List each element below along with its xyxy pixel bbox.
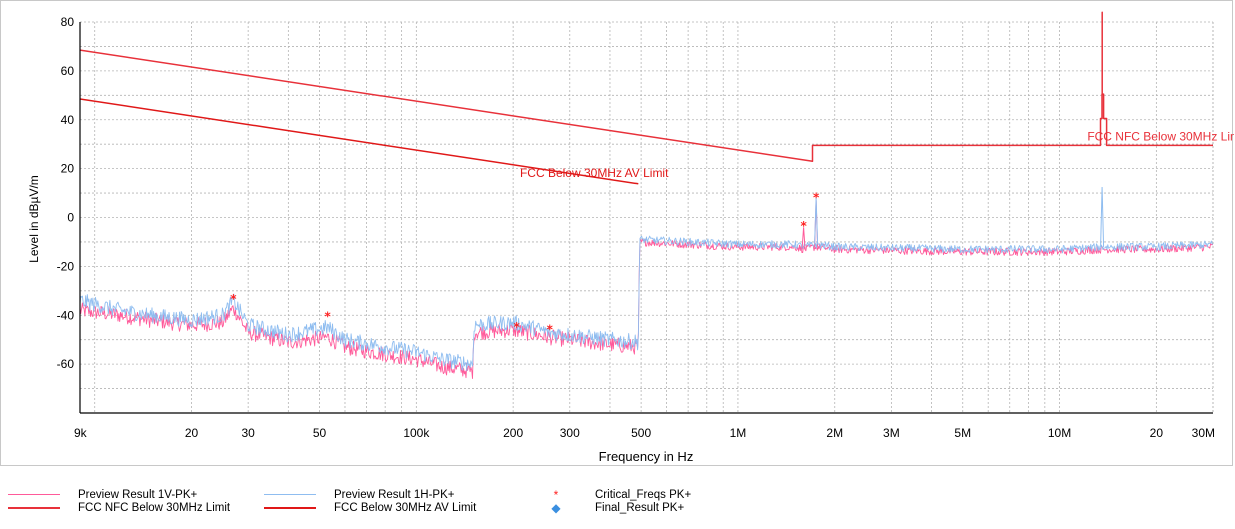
y-tick-label: 80 bbox=[61, 15, 75, 29]
legend-label-preview-1v: Preview Result 1V-PK+ bbox=[78, 489, 198, 501]
limit-annotation: FCC Below 30MHz AV Limit bbox=[520, 166, 669, 180]
series-spike bbox=[801, 227, 806, 250]
critical-freq-marker: * bbox=[813, 191, 820, 205]
legend-swatch-fcc-nfc-limit bbox=[8, 507, 60, 509]
legend-label-preview-1h: Preview Result 1H-PK+ bbox=[334, 489, 455, 501]
x-tick-label: 20 bbox=[185, 426, 199, 440]
y-tick-label: -40 bbox=[57, 308, 75, 322]
limit-annotation: FCC NFC Below 30MHz Limit bbox=[1087, 130, 1234, 144]
critical-freq-marker: * bbox=[547, 323, 554, 337]
x-tick-label: 300 bbox=[560, 426, 580, 440]
series-line-0 bbox=[80, 238, 1213, 380]
grid-layer bbox=[79, 21, 1214, 414]
y-tick-label: 20 bbox=[61, 162, 75, 176]
legend-swatch-preview-1h bbox=[264, 494, 316, 495]
critical-freq-marker: * bbox=[800, 219, 807, 233]
series-line-3 bbox=[80, 98, 639, 185]
x-axis-title: Frequency in Hz bbox=[599, 449, 694, 464]
plot-layer: * * * * * * bbox=[80, 11, 1213, 380]
y-tick-label: -60 bbox=[57, 357, 75, 371]
x-tick-label: 100k bbox=[403, 426, 430, 440]
y-tick-label: 0 bbox=[67, 211, 74, 225]
chart-frame: * * * * * * 80 60 40 20 0 -20 -40 -60 9k 20 30 50 100k 200… bbox=[0, 0, 1234, 466]
x-tick-label: 30M bbox=[1192, 426, 1215, 440]
diamond-marker-icon: ◆ bbox=[551, 501, 561, 515]
x-tick-label: 500 bbox=[631, 426, 651, 440]
x-tick-label: 20 bbox=[1150, 426, 1164, 440]
series-line-2 bbox=[80, 11, 1213, 163]
x-tick-label: 10M bbox=[1048, 426, 1071, 440]
y-tick-label: 60 bbox=[61, 64, 75, 78]
legend-swatch-fcc-av-limit bbox=[264, 507, 316, 509]
y-axis-title: Level in dBµV/m bbox=[27, 175, 41, 263]
legend-label-fcc-av-limit: FCC Below 30MHz AV Limit bbox=[334, 502, 477, 514]
x-tick-label: 50 bbox=[313, 426, 327, 440]
y-tick-label: 40 bbox=[61, 113, 75, 127]
legend-label-final-result: Final_Result PK+ bbox=[595, 502, 685, 514]
x-tick-label: 5M bbox=[954, 426, 971, 440]
critical-freq-marker: * bbox=[325, 309, 332, 323]
series-line-1 bbox=[80, 235, 1213, 372]
legend-label-fcc-nfc-limit: FCC NFC Below 30MHz Limit bbox=[78, 502, 231, 514]
x-tick-label: 200 bbox=[503, 426, 523, 440]
critical-freq-marker: * bbox=[513, 320, 520, 334]
chart-legend: Preview Result 1V-PK+ FCC NFC Below 30MH… bbox=[0, 488, 1235, 524]
series-spike bbox=[814, 197, 819, 245]
x-tick-label: 3M bbox=[883, 426, 900, 440]
x-tick-label: 1M bbox=[730, 426, 747, 440]
x-tick-label: 9k bbox=[74, 426, 88, 440]
y-tick-label: -20 bbox=[57, 259, 75, 273]
legend-label-critical-freqs: Critical_Freqs PK+ bbox=[595, 489, 692, 501]
x-tick-label: 30 bbox=[241, 426, 255, 440]
legend-swatch-preview-1v bbox=[8, 494, 60, 495]
star-marker-icon: * bbox=[553, 488, 559, 502]
x-tick-label: 2M bbox=[826, 426, 843, 440]
critical-freq-marker: * bbox=[230, 292, 237, 306]
series-spike bbox=[1100, 186, 1105, 248]
